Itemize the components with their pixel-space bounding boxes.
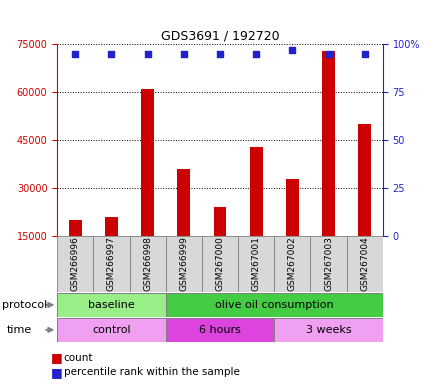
Bar bbox=[359, 124, 371, 236]
Text: olive oil consumption: olive oil consumption bbox=[215, 300, 334, 310]
Text: protocol: protocol bbox=[2, 300, 48, 310]
FancyBboxPatch shape bbox=[57, 236, 93, 292]
Text: percentile rank within the sample: percentile rank within the sample bbox=[64, 367, 240, 377]
Text: GSM266998: GSM266998 bbox=[143, 237, 152, 291]
Text: GSM267002: GSM267002 bbox=[288, 237, 297, 291]
Text: GSM266997: GSM266997 bbox=[107, 237, 116, 291]
Bar bbox=[166, 318, 274, 342]
Bar bbox=[177, 169, 190, 236]
Point bbox=[180, 51, 187, 57]
Text: GSM267004: GSM267004 bbox=[360, 237, 369, 291]
FancyBboxPatch shape bbox=[202, 236, 238, 292]
Bar bbox=[250, 147, 263, 236]
Point bbox=[361, 51, 368, 57]
Bar bbox=[166, 293, 383, 317]
Text: GSM267000: GSM267000 bbox=[216, 237, 224, 291]
Point bbox=[253, 51, 260, 57]
Bar bbox=[286, 179, 299, 236]
Text: count: count bbox=[64, 353, 93, 363]
Bar bbox=[57, 318, 166, 342]
Point bbox=[108, 51, 115, 57]
Point bbox=[72, 51, 79, 57]
Bar bbox=[141, 89, 154, 236]
Text: 3 weeks: 3 weeks bbox=[306, 325, 352, 335]
FancyBboxPatch shape bbox=[238, 236, 274, 292]
FancyBboxPatch shape bbox=[274, 236, 311, 292]
Bar bbox=[105, 217, 118, 236]
Text: 6 hours: 6 hours bbox=[199, 325, 241, 335]
FancyBboxPatch shape bbox=[347, 236, 383, 292]
Text: GSM267001: GSM267001 bbox=[252, 237, 260, 291]
Bar bbox=[274, 318, 383, 342]
FancyBboxPatch shape bbox=[166, 236, 202, 292]
Text: GSM266996: GSM266996 bbox=[71, 237, 80, 291]
FancyBboxPatch shape bbox=[129, 236, 166, 292]
Text: GSM266999: GSM266999 bbox=[180, 237, 188, 291]
Bar bbox=[322, 51, 335, 236]
Point bbox=[144, 51, 151, 57]
FancyBboxPatch shape bbox=[311, 236, 347, 292]
Bar bbox=[69, 220, 82, 236]
Bar bbox=[214, 207, 226, 236]
FancyBboxPatch shape bbox=[93, 236, 129, 292]
Point bbox=[325, 51, 332, 57]
Point bbox=[216, 51, 224, 57]
Text: ■: ■ bbox=[51, 366, 62, 379]
Text: control: control bbox=[92, 325, 131, 335]
Text: time: time bbox=[7, 325, 32, 335]
Text: ■: ■ bbox=[51, 351, 62, 364]
Text: baseline: baseline bbox=[88, 300, 135, 310]
Point bbox=[289, 47, 296, 53]
Title: GDS3691 / 192720: GDS3691 / 192720 bbox=[161, 30, 279, 43]
Text: GSM267003: GSM267003 bbox=[324, 237, 333, 291]
Bar bbox=[57, 293, 166, 317]
